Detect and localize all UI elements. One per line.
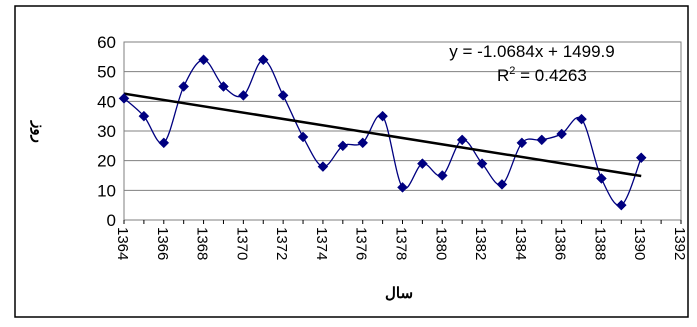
data-point — [357, 137, 369, 149]
data-point — [596, 173, 607, 184]
x-tick-label: 1390 — [631, 227, 648, 260]
data-point — [536, 134, 548, 146]
y-tick-label: 20 — [97, 152, 116, 171]
y-tick-label: 40 — [97, 92, 116, 111]
x-tick-label: 1366 — [154, 227, 171, 260]
data-point — [556, 128, 567, 140]
y-tick-label: 50 — [97, 63, 116, 82]
x-tick-label: 1388 — [591, 227, 608, 260]
x-axis-label: سال — [385, 285, 413, 302]
data-point — [496, 179, 508, 190]
y-tick-label: 30 — [97, 122, 116, 141]
x-tick-label: 1368 — [194, 227, 211, 260]
r2-prefix: R — [497, 66, 509, 85]
data-point — [576, 113, 587, 125]
x-tick-label: 1382 — [472, 227, 489, 260]
data-point — [337, 140, 349, 152]
data-point — [615, 199, 627, 211]
data-point — [297, 131, 309, 143]
gridlines — [124, 71, 681, 191]
data-point — [138, 110, 150, 122]
data-point — [257, 54, 269, 66]
x-tick-label: 1364 — [114, 227, 131, 260]
data-point — [277, 90, 289, 101]
data-point — [317, 161, 329, 172]
x-tick-label: 1374 — [313, 227, 330, 260]
y-tick-label: 10 — [97, 181, 116, 200]
data-point — [218, 81, 229, 92]
data-markers — [118, 54, 647, 211]
x-tick-labels: 1364 1366 1368 1370 1372 1374 1376 1378 1380 1382… — [114, 227, 688, 260]
y-tick-label: 60 — [97, 33, 116, 52]
x-tick-label: 1386 — [552, 227, 569, 260]
x-tick-label: 1380 — [432, 227, 449, 260]
data-point — [397, 182, 408, 193]
x-tick-label: 1392 — [671, 227, 688, 260]
data-point — [436, 170, 448, 181]
x-tick-label: 1376 — [353, 227, 370, 260]
r2-value: = 0.4263 — [515, 66, 586, 85]
x-tick-marks — [123, 220, 682, 224]
data-point — [516, 137, 528, 149]
data-point — [158, 137, 170, 149]
data-point — [456, 134, 468, 146]
data-point — [635, 152, 647, 164]
x-tick-label: 1372 — [273, 227, 290, 260]
y-axis-label: روز — [30, 120, 47, 143]
data-point — [178, 81, 190, 92]
x-tick-label: 1378 — [393, 227, 410, 260]
trendline — [123, 92, 642, 178]
data-point — [198, 54, 209, 66]
data-point — [476, 158, 488, 169]
data-point — [377, 110, 388, 122]
y-tick-label: 0 — [107, 211, 116, 230]
y-tick-labels: 0 10 20 30 40 50 60 — [97, 33, 116, 230]
data-point — [417, 158, 428, 169]
x-tick-label: 1384 — [512, 227, 529, 260]
trendline-group — [123, 92, 642, 178]
data-point — [238, 90, 249, 101]
r2-superscript: 2 — [509, 65, 515, 77]
x-tick-label: 1370 — [233, 227, 250, 260]
trendline-r2: R2 = 0.4263 — [497, 65, 587, 85]
trendline-equation: y = -1.0684x + 1499.9 — [449, 42, 614, 61]
data-point — [118, 93, 130, 104]
